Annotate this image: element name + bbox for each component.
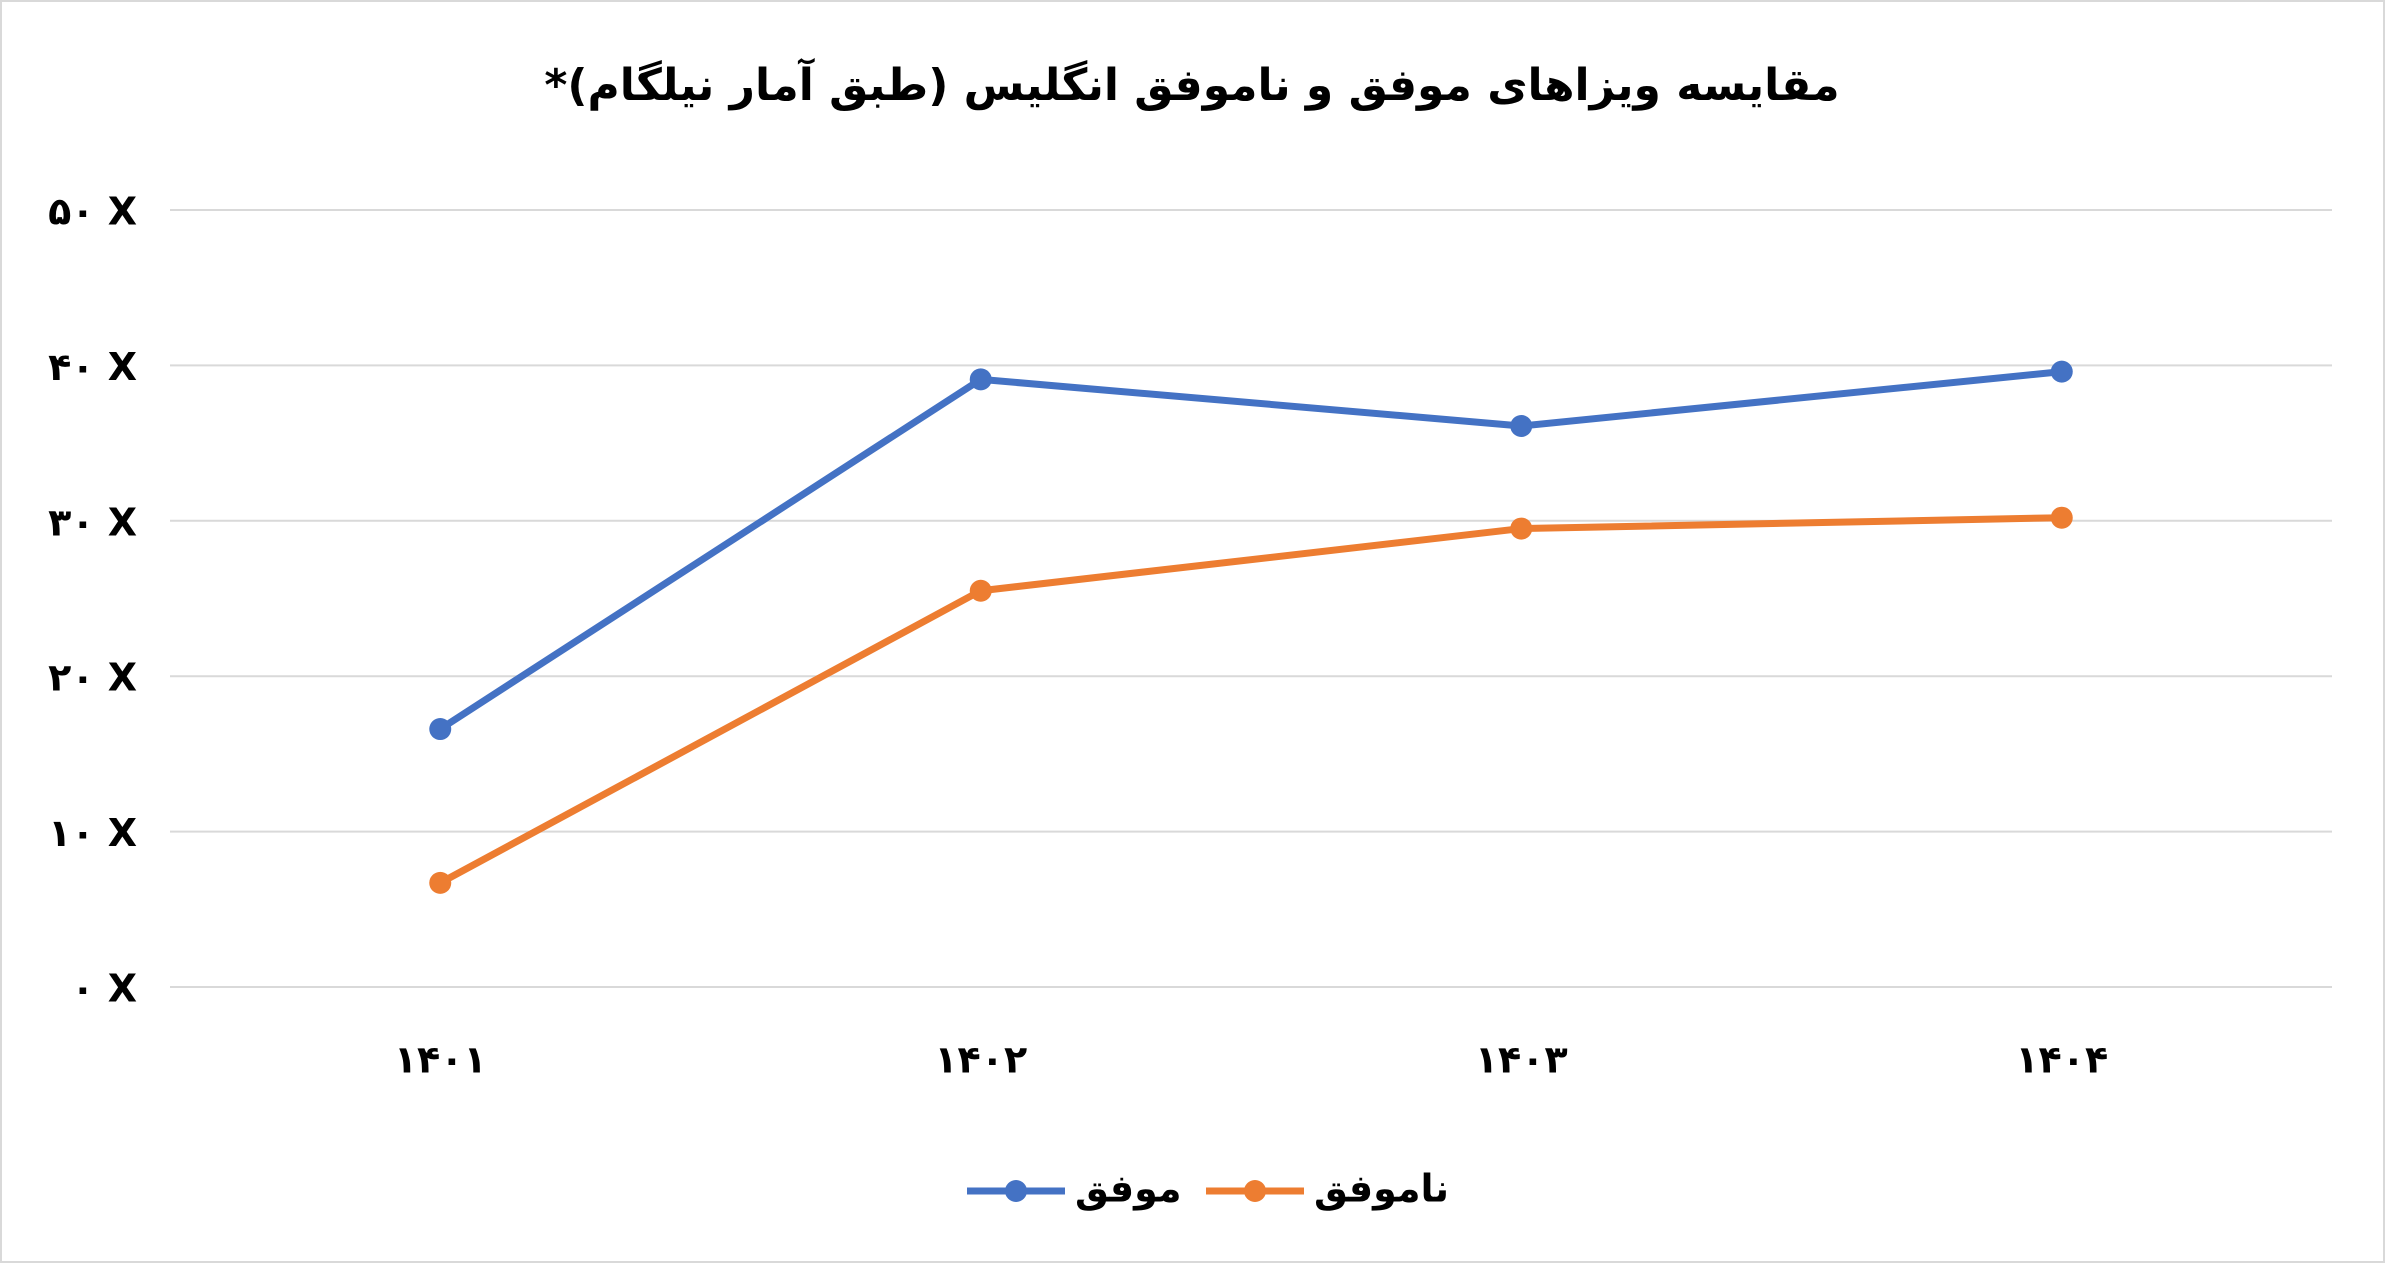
point <box>2050 506 2073 529</box>
x-tick-label: ۱۴۰۲ <box>934 1038 1027 1082</box>
series-line <box>438 514 2062 886</box>
x-tick-label: ۱۴۰۱ <box>394 1038 487 1082</box>
point <box>2050 360 2073 383</box>
x-tick-label: ۱۴۰۴ <box>2015 1038 2108 1082</box>
x-tick-label: ۱۴۰۳ <box>1475 1038 1568 1082</box>
y-tick-label: ۰ X <box>71 967 137 1011</box>
point <box>969 368 992 391</box>
legend-label: موفق <box>1075 1167 1182 1211</box>
y-tick-label: ۲۰ X <box>48 656 137 700</box>
point <box>429 718 452 741</box>
y-tick-label: ۵۰ X <box>48 190 137 234</box>
point <box>1510 517 1533 540</box>
legend-label: ناموفق <box>1314 1167 1449 1211</box>
legend-marker <box>1005 1180 1027 1202</box>
point <box>1510 415 1533 438</box>
y-tick-label: ۱۰ X <box>48 811 137 855</box>
point <box>429 871 452 894</box>
legend-marker <box>1244 1180 1266 1202</box>
series-line <box>438 368 2063 732</box>
y-tick-label: ۴۰ X <box>48 345 137 389</box>
chart-title: مقایسه ویزاهای موفق و ناموفق انگلیس (طبق… <box>544 57 1839 111</box>
y-tick-label: ۳۰ X <box>48 500 137 544</box>
point <box>969 579 992 602</box>
